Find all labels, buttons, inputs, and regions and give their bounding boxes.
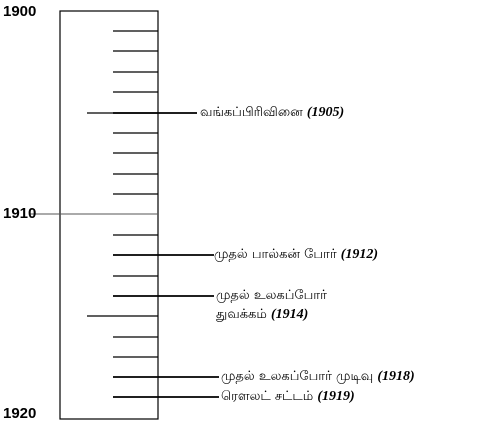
event-text-line2: துவக்கம் [216, 307, 267, 322]
year-label-1920: 1920 [3, 405, 37, 422]
timeline-bar [59, 10, 159, 420]
event-pointers [113, 112, 219, 398]
event-label-1918: முதல் உலகப்போர் முடிவு (1918) [221, 367, 415, 386]
year-label-1910: 1910 [3, 205, 37, 222]
event-text: ரௌலட் சட்டம் [221, 389, 314, 404]
event-year: (1912) [340, 247, 379, 262]
event-year: (1905) [306, 105, 345, 120]
event-text: முதல் உலகப்போர் [216, 288, 327, 303]
event-text: முதல் பால்கன் போர் [214, 247, 337, 262]
event-year: (1914) [270, 307, 309, 322]
year-ticks [113, 30, 158, 358]
event-year: (1919) [317, 389, 355, 404]
event-label-1912: முதல் பால்கன் போர் (1912) [214, 245, 378, 264]
event-text: வங்கப்பிரிவினை [200, 105, 303, 120]
event-year: (1918) [377, 369, 415, 384]
event-label-1914: முதல் உலகப்போர் துவக்கம் (1914) [216, 286, 327, 324]
event-label-1919: ரௌலட் சட்டம் (1919) [221, 387, 355, 406]
event-label-1905: வங்கப்பிரிவினை (1905) [200, 103, 344, 122]
event-text: முதல் உலகப்போர் முடிவு [221, 369, 374, 384]
year-label-1900: 1900 [3, 3, 37, 20]
